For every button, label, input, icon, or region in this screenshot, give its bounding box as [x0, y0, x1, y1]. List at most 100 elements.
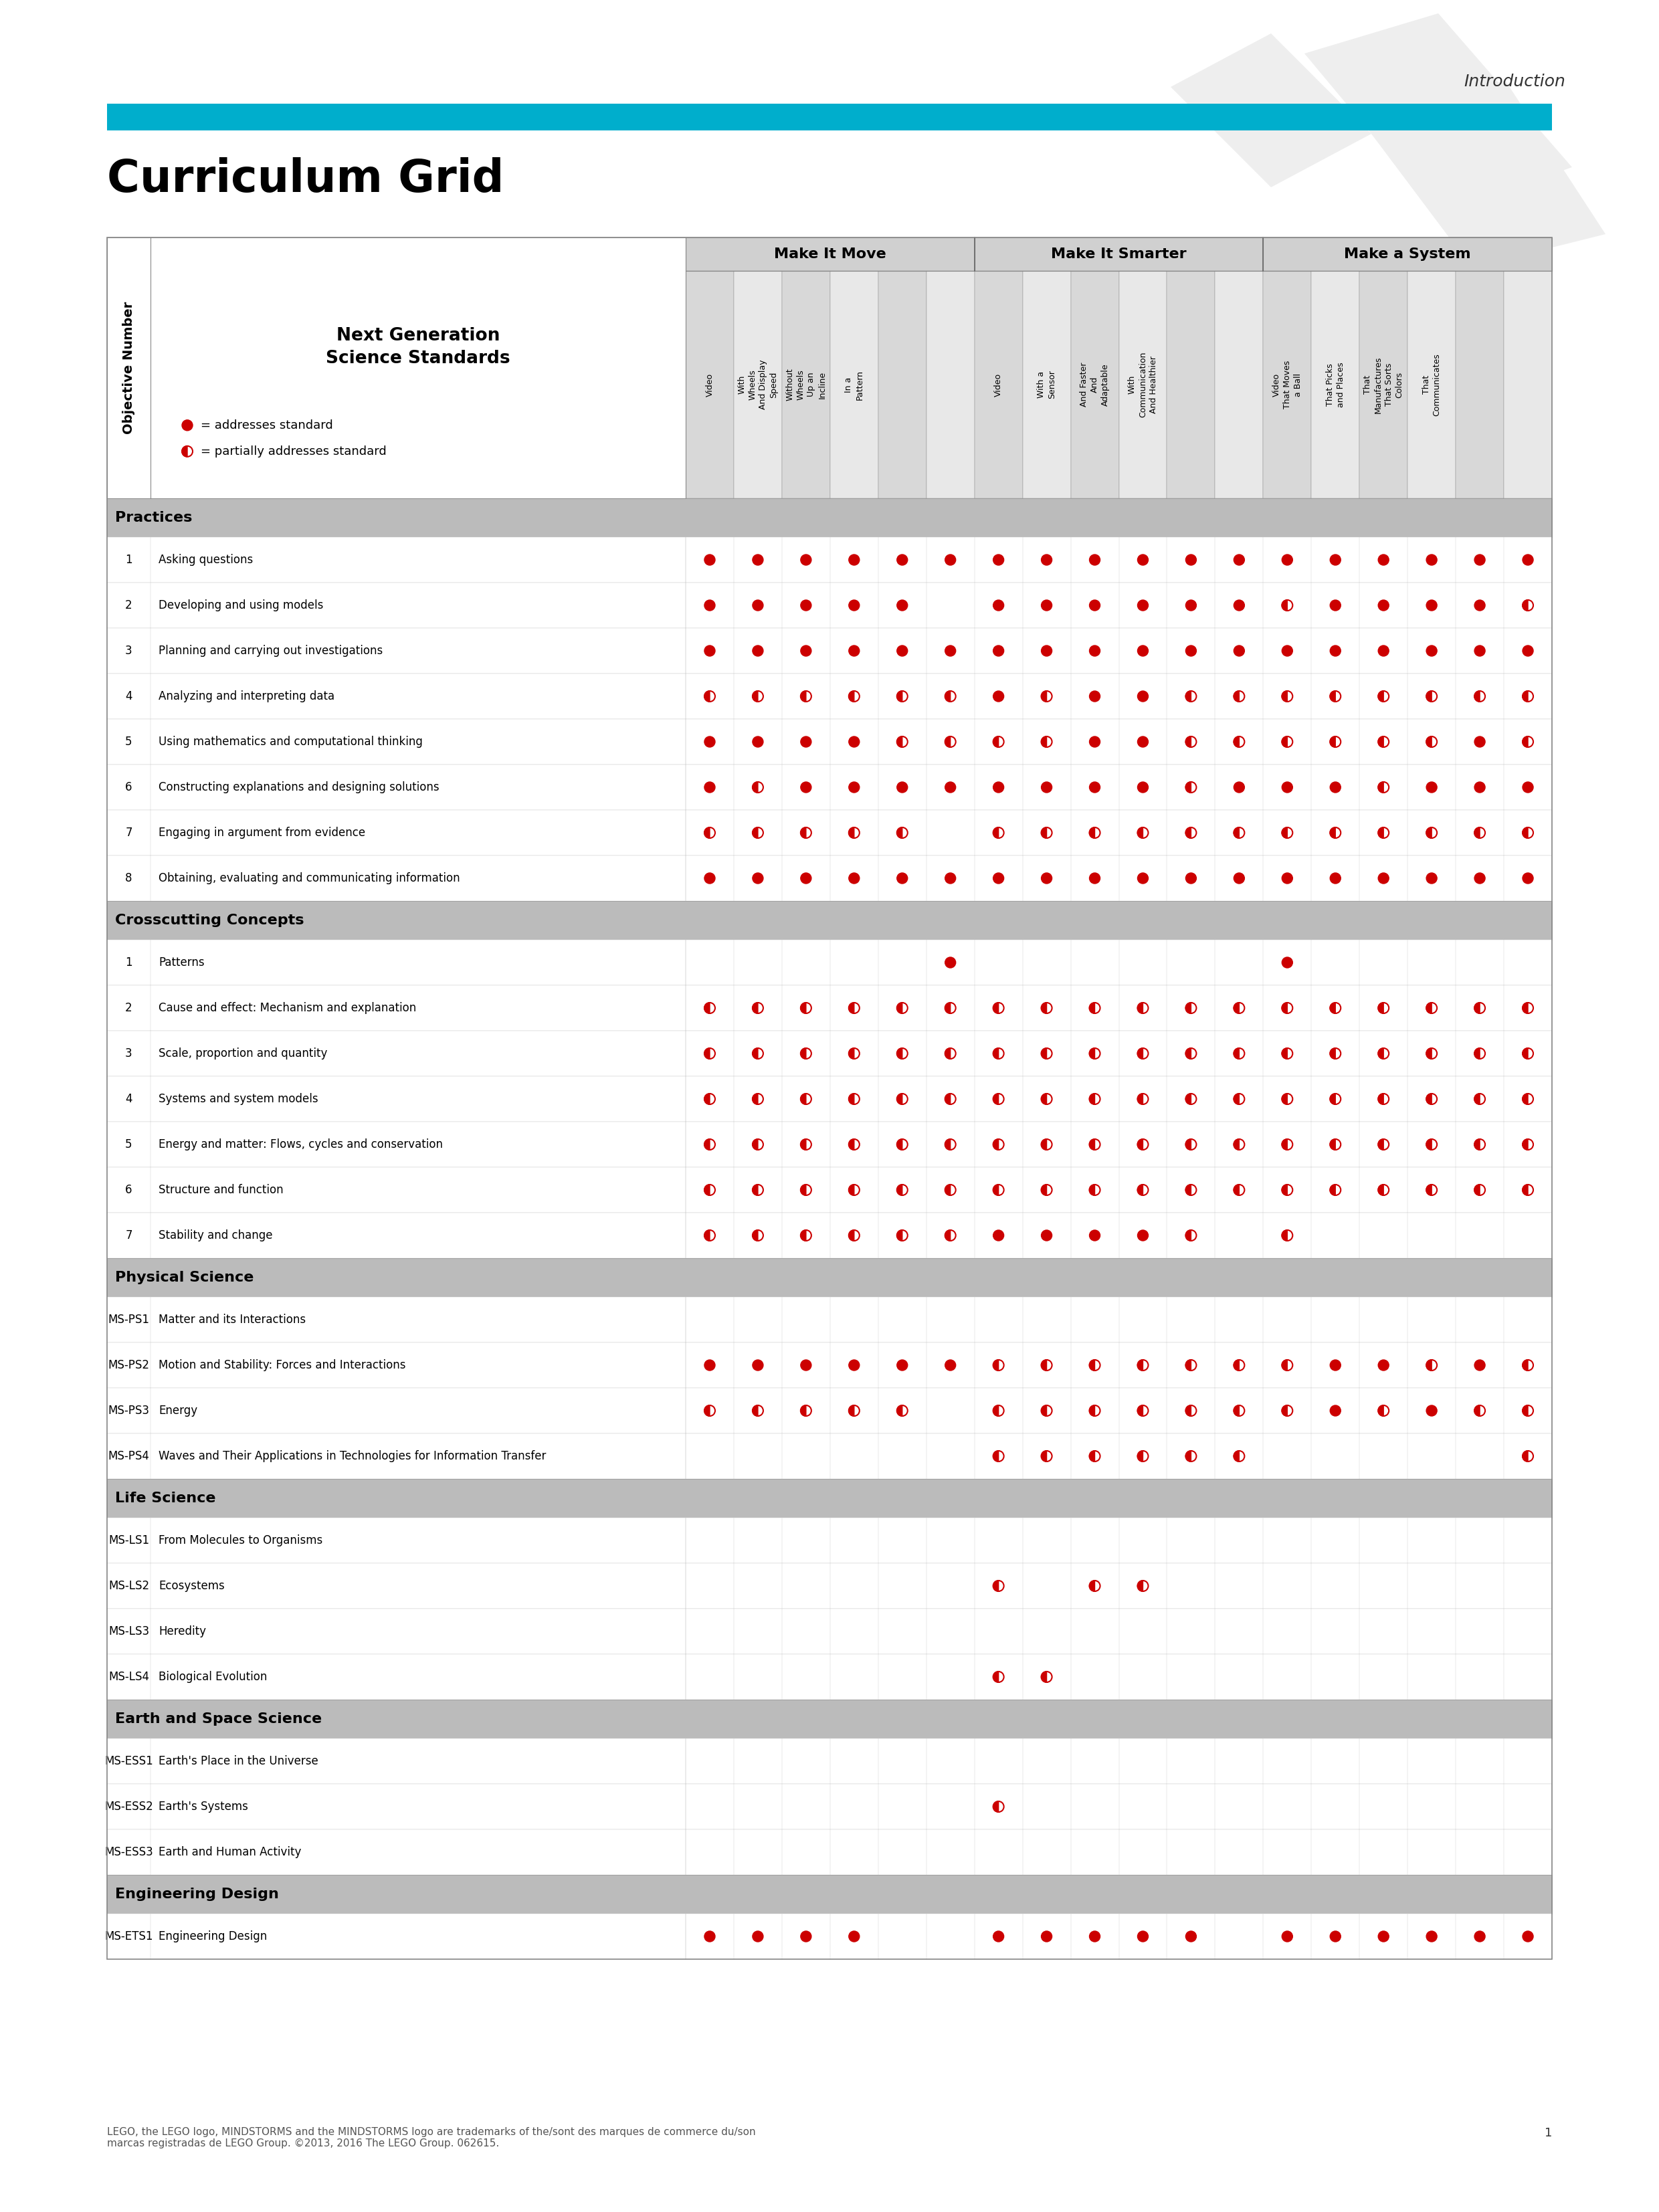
Polygon shape: [1042, 1360, 1047, 1371]
Bar: [974, 237, 1262, 270]
Polygon shape: [705, 1002, 710, 1013]
Polygon shape: [1523, 1405, 1528, 1416]
Text: Matter and its Interactions: Matter and its Interactions: [159, 1314, 305, 1325]
Polygon shape: [1090, 1405, 1095, 1416]
Polygon shape: [994, 1360, 999, 1371]
Bar: [108, 1699, 1551, 1739]
Text: Objective Number: Objective Number: [123, 301, 134, 434]
Circle shape: [1282, 958, 1292, 969]
Polygon shape: [1090, 1451, 1095, 1462]
Text: Waves and Their Applications in Technologies for Information Transfer: Waves and Their Applications in Technolo…: [159, 1451, 546, 1462]
Bar: [108, 1564, 1551, 1608]
Polygon shape: [801, 1186, 806, 1194]
Polygon shape: [801, 1405, 806, 1416]
Text: 7: 7: [126, 1230, 133, 1241]
Polygon shape: [1234, 1048, 1239, 1060]
Text: And Faster
And
Adaptable: And Faster And Adaptable: [1080, 363, 1110, 407]
Circle shape: [1379, 1360, 1389, 1371]
Text: 1: 1: [124, 956, 133, 969]
Polygon shape: [1304, 13, 1573, 215]
Polygon shape: [1427, 1093, 1432, 1104]
Circle shape: [849, 781, 859, 792]
Circle shape: [1282, 781, 1292, 792]
Polygon shape: [1186, 781, 1191, 792]
Polygon shape: [1523, 1360, 1528, 1371]
Text: 5: 5: [126, 1139, 133, 1150]
Polygon shape: [1282, 1002, 1287, 1013]
Bar: [685, 237, 974, 270]
Polygon shape: [705, 1405, 710, 1416]
Circle shape: [753, 555, 763, 566]
Circle shape: [898, 555, 907, 566]
Polygon shape: [753, 1230, 758, 1241]
Polygon shape: [1379, 737, 1384, 748]
Text: Heredity: Heredity: [159, 1626, 206, 1637]
Circle shape: [849, 874, 859, 883]
Bar: [108, 810, 1551, 856]
Text: Video: Video: [994, 374, 1002, 396]
Polygon shape: [1379, 827, 1384, 838]
Text: Earth and Space Science: Earth and Space Science: [114, 1712, 322, 1725]
Circle shape: [1282, 555, 1292, 566]
Circle shape: [1282, 874, 1292, 883]
Circle shape: [1234, 874, 1244, 883]
Polygon shape: [1475, 827, 1480, 838]
Polygon shape: [1042, 690, 1047, 701]
Polygon shape: [994, 1093, 999, 1104]
Circle shape: [1042, 781, 1052, 792]
Circle shape: [705, 737, 715, 748]
Bar: [108, 538, 1551, 582]
Text: Patterns: Patterns: [159, 956, 204, 969]
Text: MS-ESS1: MS-ESS1: [105, 1754, 153, 1767]
Polygon shape: [994, 1186, 999, 1194]
Circle shape: [1379, 555, 1389, 566]
Circle shape: [1186, 646, 1196, 657]
Text: Without
Wheels
Up an
Incline: Without Wheels Up an Incline: [786, 369, 826, 400]
Polygon shape: [1234, 1405, 1239, 1416]
Text: 1: 1: [124, 553, 133, 566]
Polygon shape: [1090, 1048, 1095, 1060]
Polygon shape: [1042, 1405, 1047, 1416]
Polygon shape: [994, 1672, 999, 1683]
Polygon shape: [994, 737, 999, 748]
Polygon shape: [946, 1230, 951, 1241]
Polygon shape: [946, 737, 951, 748]
Polygon shape: [1042, 1139, 1047, 1150]
Text: MS-ESS3: MS-ESS3: [105, 1847, 153, 1858]
Polygon shape: [1138, 1360, 1143, 1371]
Polygon shape: [1282, 1139, 1287, 1150]
Polygon shape: [1331, 737, 1335, 748]
Polygon shape: [1379, 781, 1384, 792]
Polygon shape: [898, 1186, 902, 1194]
Text: Earth and Human Activity: Earth and Human Activity: [159, 1847, 302, 1858]
Text: 7: 7: [126, 827, 133, 838]
Circle shape: [1234, 599, 1244, 611]
Circle shape: [801, 781, 811, 792]
Circle shape: [1427, 1931, 1437, 1942]
Circle shape: [1186, 874, 1196, 883]
Circle shape: [1138, 1230, 1148, 1241]
Polygon shape: [946, 1093, 951, 1104]
Polygon shape: [705, 1048, 710, 1060]
Polygon shape: [753, 1186, 758, 1194]
Text: MS-LS2: MS-LS2: [108, 1579, 149, 1593]
Text: MS-PS4: MS-PS4: [108, 1451, 149, 1462]
Polygon shape: [1138, 1002, 1143, 1013]
Circle shape: [1090, 874, 1100, 883]
Polygon shape: [801, 827, 806, 838]
Polygon shape: [1427, 690, 1432, 701]
Circle shape: [1427, 555, 1437, 566]
Circle shape: [1186, 1931, 1196, 1942]
Circle shape: [1090, 599, 1100, 611]
Polygon shape: [1138, 1582, 1143, 1590]
Circle shape: [849, 1360, 859, 1371]
Circle shape: [1331, 599, 1340, 611]
Circle shape: [1138, 781, 1148, 792]
Circle shape: [849, 555, 859, 566]
Bar: [108, 1655, 1551, 1699]
Circle shape: [801, 1360, 811, 1371]
Polygon shape: [1523, 1451, 1528, 1462]
Polygon shape: [1523, 599, 1528, 611]
Text: Earth's Systems: Earth's Systems: [159, 1801, 249, 1812]
Polygon shape: [1234, 1360, 1239, 1371]
